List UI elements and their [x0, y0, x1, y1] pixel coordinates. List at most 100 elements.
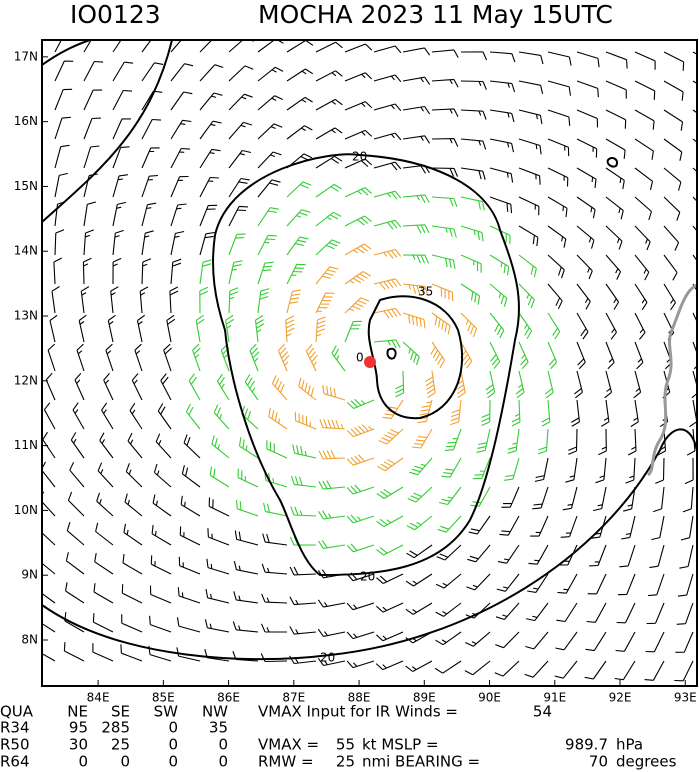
wind-barb [614, 660, 636, 681]
contour-20 [212, 153, 521, 577]
wind-barb [663, 225, 680, 251]
wind-barb [405, 602, 433, 615]
y-tick-label: 17N [14, 49, 38, 63]
contour-label: 0 [356, 351, 364, 365]
wind-barb [518, 167, 541, 185]
wind-barb [42, 521, 56, 546]
wind-barb [646, 602, 665, 625]
wind-barb [83, 117, 101, 140]
table-header: SE [111, 703, 130, 721]
wind-barb [315, 292, 335, 314]
wind-barb [346, 660, 375, 669]
wind-barb [402, 312, 426, 329]
wind-barb [489, 51, 516, 63]
wind-barb [692, 167, 697, 173]
wind-barb [220, 343, 230, 372]
wind-barb [149, 615, 172, 633]
wind-barb [262, 533, 288, 546]
wind-barb [228, 205, 248, 227]
table-cell: 0 [168, 719, 178, 737]
wind-barb [689, 399, 697, 428]
wind-barb [425, 370, 436, 398]
wind-barb [344, 271, 371, 285]
wind-barb [346, 631, 375, 640]
wind-barb [112, 61, 134, 82]
wind-barb [42, 562, 56, 575]
wind-barb [344, 129, 373, 140]
wind-barb [431, 196, 458, 207]
stat-value: 70 [589, 753, 608, 771]
storm-title: MOCHA 2023 11 May 15UTC [258, 0, 613, 29]
wind-barb [496, 573, 520, 592]
wind-barb [344, 101, 373, 111]
wind-barb [268, 407, 288, 430]
wind-barb [141, 62, 164, 82]
wind-barb [149, 585, 172, 604]
axes: 84E 85E 86E 87E 88E 89E 90E 91E 92E 93E 8N 9N 10N 11N… [14, 49, 697, 704]
wind-barb [266, 440, 288, 459]
wind-barb [547, 225, 567, 248]
wind-barb [195, 314, 205, 343]
table-cell: 0 [218, 736, 228, 754]
contours [42, 40, 697, 661]
wind-barb [289, 655, 317, 665]
wind-barb [675, 631, 694, 653]
wind-barb [489, 138, 515, 153]
wind-barb [634, 80, 656, 100]
plot-frame [41, 39, 698, 687]
table-cell: 0 [78, 753, 88, 771]
wind-barb [286, 289, 302, 314]
contour-20-outer [42, 40, 173, 223]
wind-barb [152, 494, 172, 517]
wind-barb [228, 233, 246, 256]
wind-barb [605, 312, 617, 340]
wind-barb [373, 248, 402, 259]
wind-barb [65, 552, 85, 575]
wind-barb [518, 254, 537, 278]
wind-barb [199, 286, 209, 314]
wind-barb [547, 283, 563, 310]
y-tick-label: 14N [14, 244, 38, 258]
wind-barb [67, 491, 85, 517]
storm-id: IO0123 [70, 0, 161, 29]
wind-barb [233, 560, 259, 575]
wind-barb [402, 341, 420, 366]
wind-barb [402, 47, 431, 56]
wind-barb [663, 254, 678, 281]
wind-barb [494, 660, 520, 677]
wind-barb [489, 80, 516, 93]
wind-barb [163, 343, 172, 372]
wind-barb [139, 286, 149, 314]
contour-label: 20 [352, 150, 367, 164]
wind-barb [141, 258, 152, 285]
wind-barb [376, 515, 404, 528]
y-tick-label: 11N [14, 438, 38, 452]
wind-barb [177, 587, 201, 604]
wind-barb [83, 201, 97, 227]
wind-barb [663, 138, 683, 161]
wind-barb [680, 515, 694, 541]
wind-barb [136, 314, 146, 343]
wind-barb [634, 138, 654, 160]
wind-barb [518, 109, 543, 125]
wind-barb [547, 312, 561, 340]
wind-barb [576, 312, 589, 340]
contour-label: 20 [320, 651, 335, 665]
wind-barb [286, 96, 313, 111]
wind-barb [691, 370, 697, 399]
wind-barb [319, 419, 346, 430]
wind-barb [604, 370, 613, 399]
wind-barb [199, 148, 221, 169]
wind-barb [261, 593, 288, 604]
wind-barb [460, 51, 488, 61]
stat-value: 25 [336, 753, 355, 771]
wind-barb [93, 583, 114, 604]
wind-barb [228, 260, 243, 285]
wind-barb [547, 254, 565, 279]
contour-label: 35 [418, 285, 433, 299]
wind-barb [634, 109, 655, 130]
wind-barb [460, 254, 482, 273]
wind-barb [286, 40, 314, 53]
wind-barb [129, 402, 143, 430]
